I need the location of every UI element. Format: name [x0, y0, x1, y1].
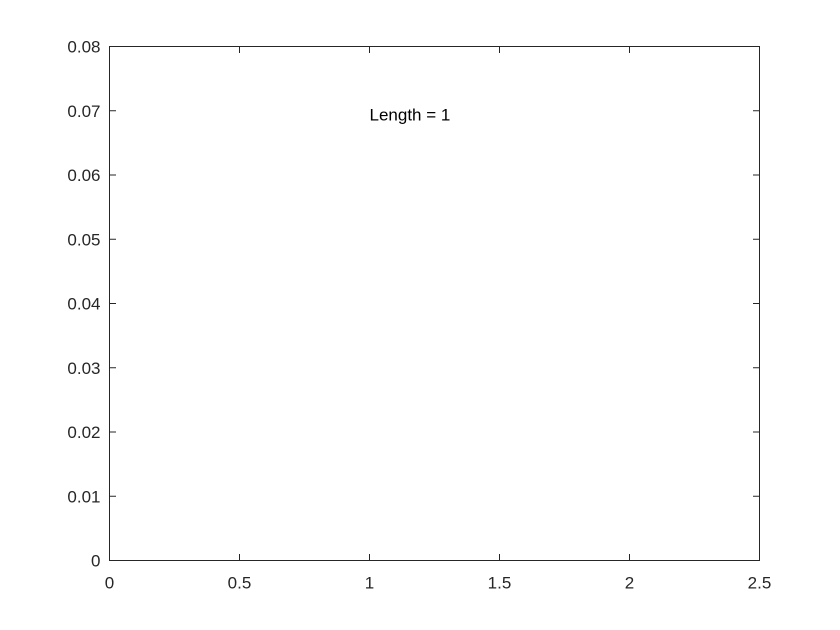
- x-axis-ticks: 0 0.5 1 1.5 2 2.5: [105, 46, 772, 593]
- y-tick-label: 0.04: [67, 295, 100, 314]
- y-tick-label: 0: [91, 552, 100, 571]
- y-tick-label: 0.05: [67, 230, 100, 249]
- y-axis-ticks: 0 0.01 0.02 0.03 0.04 0.05 0.06 0.07 0.08: [67, 38, 760, 571]
- y-tick-label: 0.08: [67, 38, 100, 57]
- x-tick-label: 1.5: [488, 574, 512, 593]
- y-tick-label: 0.02: [67, 423, 100, 442]
- x-tick-label: 2: [625, 574, 634, 593]
- y-tick-label: 0.07: [67, 102, 100, 121]
- y-tick-label: 0.06: [67, 166, 100, 185]
- plot-area: [109, 46, 760, 561]
- annotations: Length = 1: [370, 105, 451, 124]
- annotation-text: Length = 1: [370, 105, 451, 124]
- axes-box: [109, 46, 760, 561]
- y-tick-label: 0.01: [67, 487, 100, 506]
- x-tick-label: 0.5: [228, 574, 252, 593]
- y-tick-label: 0.03: [67, 359, 100, 378]
- x-tick-label: 0: [105, 574, 114, 593]
- x-tick-label: 2.5: [748, 574, 772, 593]
- x-tick-label: 1: [365, 574, 374, 593]
